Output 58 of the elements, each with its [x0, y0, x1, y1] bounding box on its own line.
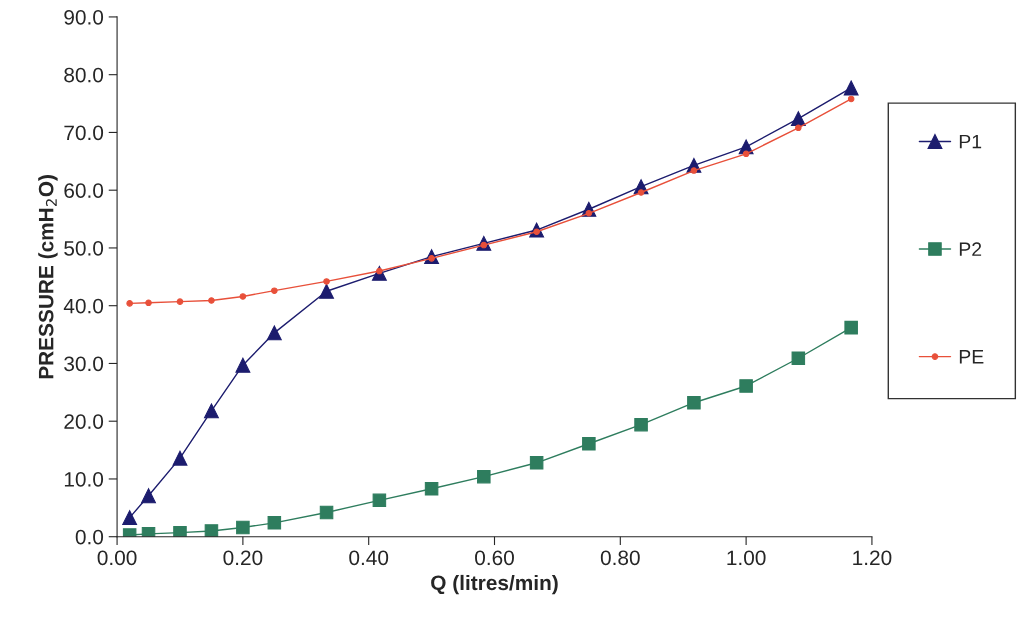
x-tick-label: 1.00 [727, 550, 766, 566]
point [843, 80, 859, 96]
point [236, 520, 250, 535]
point [742, 150, 750, 158]
point [266, 325, 282, 341]
point [323, 278, 330, 285]
y-tick-label: 90.0 [64, 9, 104, 25]
point [126, 300, 133, 307]
point [529, 456, 544, 470]
x-tick-label: 0.00 [97, 550, 137, 566]
point [372, 493, 387, 508]
x-tick-label: 0.60 [475, 550, 514, 566]
y-tick-label: 60.0 [64, 183, 104, 198]
point [582, 436, 596, 451]
point [790, 111, 806, 127]
x-tick-label: 0.40 [349, 550, 389, 566]
point [791, 351, 806, 366]
point [687, 395, 701, 410]
point [122, 510, 138, 526]
y-tick-label: 70.0 [64, 125, 104, 141]
x-tick-label: 1.20 [853, 550, 892, 566]
point [690, 167, 698, 174]
point [319, 505, 334, 520]
y-tick-label: 30.0 [64, 356, 104, 372]
point [637, 189, 645, 196]
point [235, 357, 251, 373]
point [319, 283, 335, 299]
point [141, 488, 156, 504]
point [795, 124, 802, 132]
x-tick-label: 0.80 [600, 550, 640, 566]
point [634, 417, 648, 432]
point [239, 293, 247, 300]
legend-label: P2 [959, 242, 982, 256]
legend-label: PE [959, 350, 984, 364]
point [204, 524, 219, 537]
y-tick-label: 40.0 [63, 298, 104, 314]
point [844, 320, 858, 335]
point [172, 450, 188, 466]
point [203, 403, 219, 419]
y-tick-label: 0.0 [75, 529, 104, 545]
x-tick-label: 0.20 [223, 550, 263, 566]
y-axis-title: PRESSURE (cmH$_{2}$O) [38, 175, 58, 379]
point [173, 525, 187, 537]
point [739, 379, 753, 393]
point [847, 95, 855, 103]
x-axis-title: Q (litres/min) [431, 574, 558, 595]
point [208, 297, 215, 304]
point [176, 298, 184, 305]
y-tick-label: 20.0 [64, 414, 104, 429]
point [271, 287, 278, 294]
point [267, 516, 282, 530]
y-tick-label: 50.0 [64, 240, 104, 256]
y-tick-label: 10.0 [64, 471, 104, 487]
point [477, 469, 491, 484]
point [145, 299, 152, 307]
point [424, 482, 439, 496]
legend-label: P1 [959, 134, 982, 149]
y-tick-label: 80.0 [64, 67, 104, 83]
